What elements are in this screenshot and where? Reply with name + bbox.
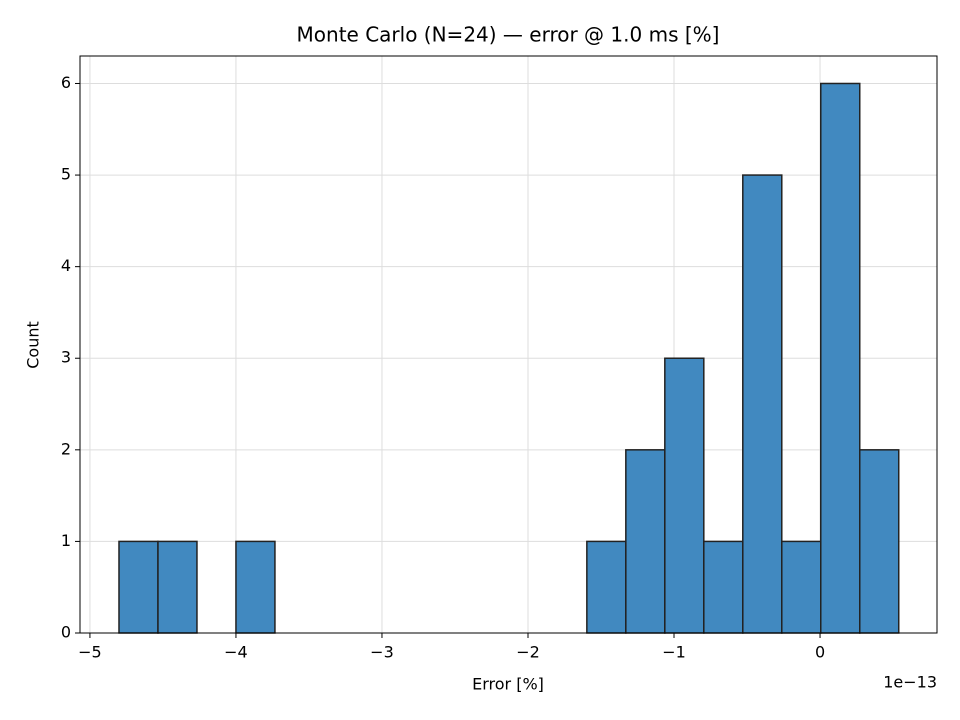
y-axis-label: Count <box>24 321 43 369</box>
plot-frame <box>79 55 938 634</box>
x-offset-text: 1e−13 <box>883 673 937 692</box>
y-tick-label: 2 <box>61 439 71 458</box>
y-tick-label: 4 <box>61 256 71 275</box>
x-tick-label: −1 <box>662 643 686 662</box>
bar <box>820 82 861 634</box>
y-tick-label: 1 <box>61 531 71 550</box>
x-tick-label: −4 <box>224 643 248 662</box>
y-tick-label: 6 <box>61 73 71 92</box>
bar <box>157 540 198 634</box>
bar <box>703 540 744 634</box>
bar <box>742 174 783 634</box>
x-tick-label: 0 <box>815 643 825 662</box>
chart-title: Monte Carlo (N=24) — error @ 1.0 ms [%] <box>297 23 720 47</box>
bar <box>235 540 276 634</box>
bar <box>664 357 705 634</box>
bar <box>781 540 822 634</box>
bar <box>118 540 159 634</box>
y-tick-label: 3 <box>61 348 71 367</box>
bar <box>586 540 627 634</box>
y-tick-label: 0 <box>61 623 71 642</box>
x-tick-label: −3 <box>370 643 394 662</box>
x-tick-label: −5 <box>78 643 102 662</box>
bar <box>859 449 900 634</box>
bar <box>625 449 666 634</box>
x-axis-label: Error [%] <box>472 675 544 694</box>
x-tick-label: −2 <box>516 643 540 662</box>
y-tick-label: 5 <box>61 165 71 184</box>
